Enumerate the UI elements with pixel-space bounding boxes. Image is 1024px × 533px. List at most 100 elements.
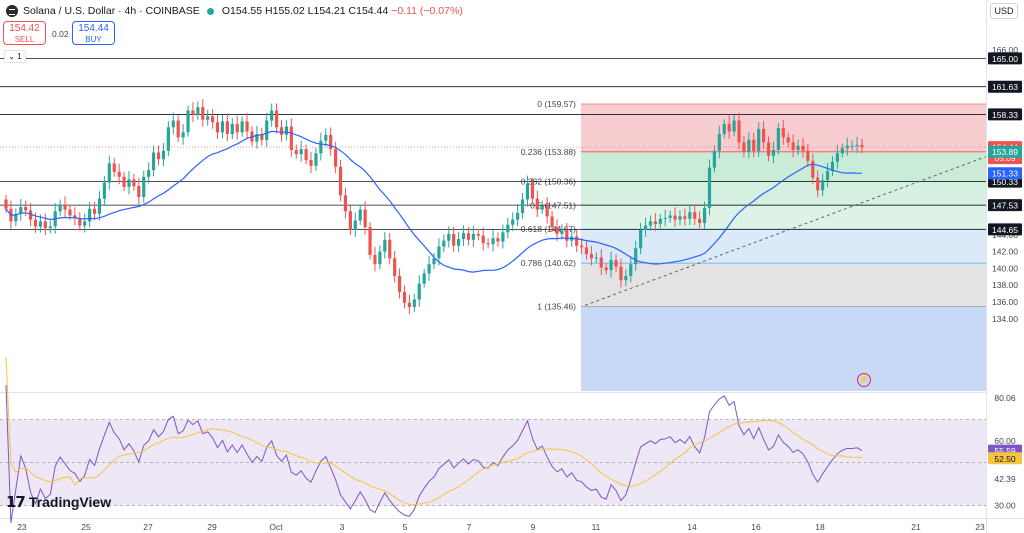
candle-body <box>363 209 367 228</box>
candle-body <box>324 134 328 141</box>
lot-size-selector[interactable]: ⌄ 1 <box>4 50 26 63</box>
candle-body <box>702 207 707 224</box>
candle-body <box>255 134 259 142</box>
candle-body <box>314 153 318 166</box>
price-change: −0.11 (−0.07%) <box>391 5 463 17</box>
sell-button[interactable]: 154.42 SELL <box>3 21 46 45</box>
candle-body <box>560 230 564 234</box>
candle-body <box>412 299 416 308</box>
buy-button[interactable]: 154.44 BUY <box>72 21 115 45</box>
candle-body <box>762 128 766 143</box>
candle-body <box>191 110 195 115</box>
candle-body <box>840 148 844 154</box>
rsi-tick-label: 30.00 <box>994 501 1016 511</box>
candle-body <box>83 221 87 226</box>
time-axis-label: 18 <box>815 522 825 532</box>
fib-zone-0.382 <box>581 181 986 206</box>
candle-body <box>550 216 554 228</box>
candle-body <box>506 224 510 233</box>
candle-body <box>176 120 180 138</box>
candle-body <box>855 144 859 146</box>
spread-value: 0.02 <box>52 29 69 39</box>
candle-body <box>737 120 741 143</box>
level-badge <box>988 108 1022 121</box>
fib-label: 0 (159.57) <box>537 99 576 109</box>
candle-body <box>575 236 579 246</box>
time-axis-label: 21 <box>911 522 921 532</box>
time-axis-label: 14 <box>687 522 697 532</box>
candle-body <box>830 161 835 171</box>
candle-body <box>511 219 515 225</box>
candle-body <box>525 183 530 200</box>
candle-body <box>240 121 244 133</box>
rsi-badge-label: 55.59 <box>994 446 1016 456</box>
time-axis-label: 9 <box>531 522 536 532</box>
candle-body <box>589 254 594 259</box>
buy-price: 154.44 <box>78 23 109 34</box>
candle-body <box>319 140 323 154</box>
candle-body <box>329 134 333 150</box>
solana-logo-icon <box>6 5 18 17</box>
currency-selector[interactable]: USD <box>990 3 1018 19</box>
candle-body <box>201 107 205 120</box>
candle-body <box>639 229 643 249</box>
candle-body <box>722 123 726 134</box>
candle-body <box>73 215 77 218</box>
candle-body <box>279 127 284 135</box>
candle-body <box>161 150 166 160</box>
lightning-alert-icon[interactable]: ⚡ <box>857 373 871 387</box>
candle-body <box>373 254 377 265</box>
candle-body <box>19 207 23 214</box>
candle-body <box>270 110 274 121</box>
chevron-down-icon: ⌄ <box>8 52 15 61</box>
candle-body <box>334 149 338 167</box>
candle-body <box>491 238 495 245</box>
fib-zone-0.236 <box>581 151 986 182</box>
candle-body <box>422 273 426 284</box>
sell-price: 154.42 <box>9 23 40 34</box>
ohlc-values: O154.55 H155.02 L154.21 C154.44 <box>221 5 389 17</box>
candle-body <box>712 150 717 168</box>
price-badge-label: 151.33 <box>992 169 1018 179</box>
candle-body <box>673 215 677 220</box>
candle-body <box>742 142 746 152</box>
symbol-header[interactable]: Solana / U.S. Dollar · 4h · COINBASE O15… <box>6 3 463 19</box>
candle-body <box>48 226 52 229</box>
candle-body <box>437 246 441 259</box>
candle-body <box>92 208 97 214</box>
candle-body <box>402 291 407 303</box>
fib-zone-0.786 <box>581 263 986 307</box>
candle-body <box>4 199 8 209</box>
candle-body <box>166 127 170 151</box>
candle-body <box>825 170 830 181</box>
candle-body <box>801 145 805 151</box>
candle-body <box>614 260 618 267</box>
candle-body <box>245 121 249 132</box>
tradingview-logo[interactable]: 𝟭𝟳 TradingView <box>6 493 111 511</box>
candle-body <box>230 123 234 134</box>
candle-body <box>609 260 613 271</box>
level-badge-label: 158.33 <box>992 110 1018 120</box>
candle-body <box>471 233 475 240</box>
candle-body <box>24 207 28 211</box>
candle-body <box>501 232 505 242</box>
level-badge-label: 144.65 <box>992 225 1018 235</box>
candle-body <box>776 128 780 150</box>
candle-body <box>648 221 653 226</box>
candle-body <box>565 230 569 241</box>
candle-body <box>545 205 549 217</box>
candle-body <box>688 212 692 219</box>
fib-zone-0.5 <box>581 205 986 230</box>
candle-body <box>535 198 539 210</box>
candle-body <box>821 180 825 191</box>
lot-size-value: 1 <box>17 52 22 61</box>
level-badge-label: 165.00 <box>992 54 1018 64</box>
buy-label: BUY <box>85 35 102 44</box>
candle-body <box>584 247 589 255</box>
candle-body <box>752 139 756 151</box>
candle-body <box>211 116 215 123</box>
candle-body <box>58 204 62 212</box>
rsi-ma-badge-label: 52.50 <box>994 454 1016 464</box>
candle-body <box>299 149 303 155</box>
